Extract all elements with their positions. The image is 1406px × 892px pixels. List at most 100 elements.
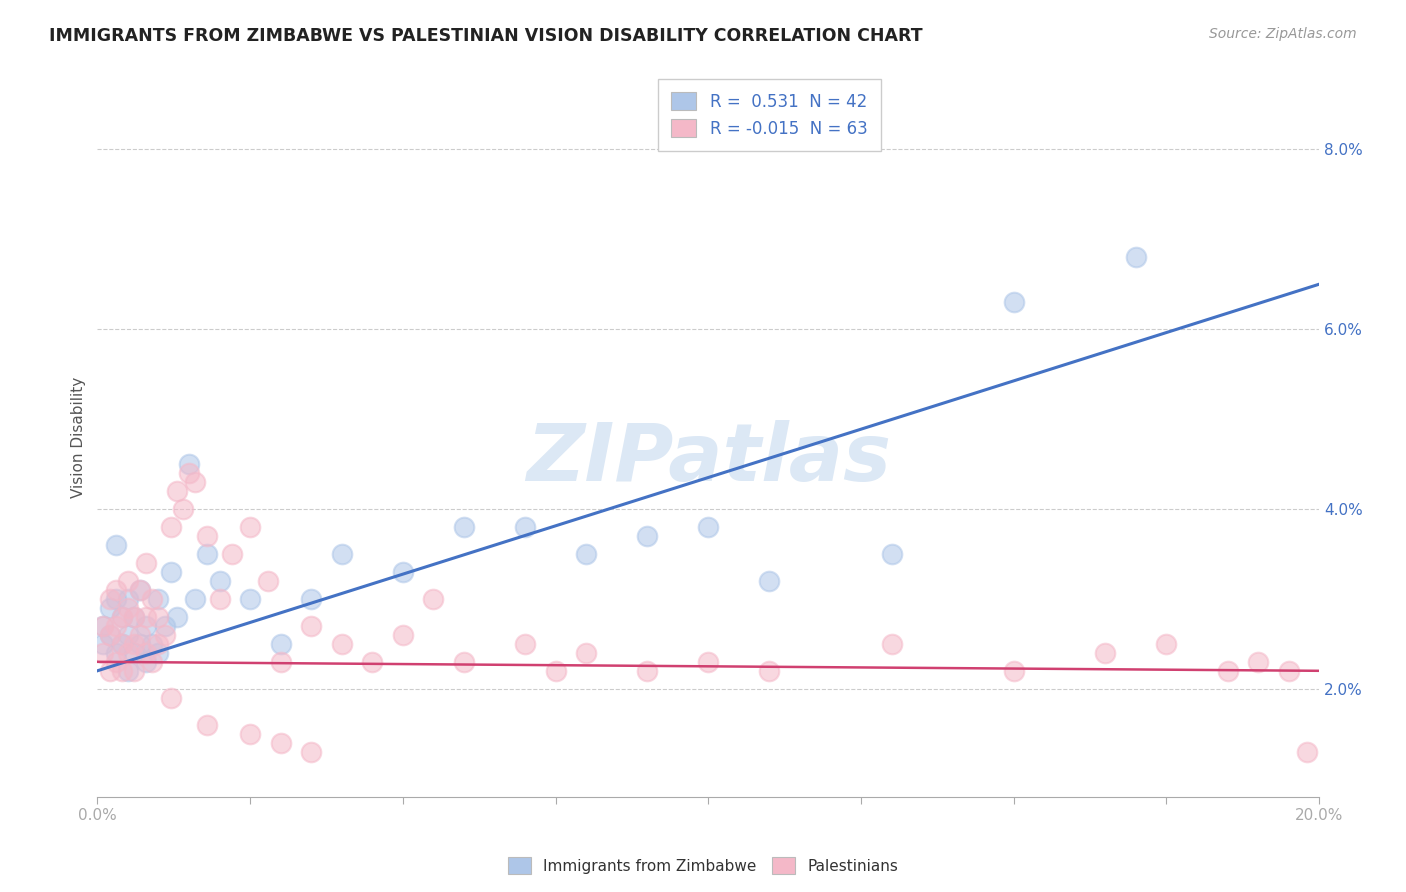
Point [361, 655, 384, 669]
Point [1002, 295, 1025, 310]
Point [98, 600, 121, 615]
Point [422, 591, 444, 606]
Point [153, 628, 176, 642]
Text: IMMIGRANTS FROM ZIMBABWE VS PALESTINIAN VISION DISABILITY CORRELATION CHART: IMMIGRANTS FROM ZIMBABWE VS PALESTINIAN … [49, 27, 922, 45]
Point [117, 664, 139, 678]
Point [330, 637, 353, 651]
Point [122, 637, 145, 651]
Point [104, 655, 127, 669]
Point [135, 556, 157, 570]
Point [135, 646, 157, 660]
Point [122, 664, 145, 678]
Point [104, 619, 127, 633]
Point [1296, 745, 1319, 759]
Point [221, 547, 243, 561]
Point [104, 538, 127, 552]
Point [208, 574, 231, 588]
Point [391, 628, 413, 642]
Point [122, 610, 145, 624]
Point [195, 547, 218, 561]
Point [636, 529, 658, 543]
Legend: Immigrants from Zimbabwe, Palestinians: Immigrants from Zimbabwe, Palestinians [502, 851, 904, 880]
Point [270, 655, 292, 669]
Point [177, 466, 200, 480]
Point [135, 655, 157, 669]
Point [93, 619, 115, 633]
Point [129, 637, 152, 651]
Point [93, 637, 115, 651]
Point [1247, 655, 1270, 669]
Point [117, 600, 139, 615]
Legend: R =  0.531  N = 42, R = -0.015  N = 63: R = 0.531 N = 42, R = -0.015 N = 63 [658, 78, 880, 151]
Point [391, 565, 413, 579]
Point [239, 727, 262, 741]
Point [141, 637, 163, 651]
Point [1002, 664, 1025, 678]
Point [1125, 250, 1147, 264]
Point [135, 619, 157, 633]
Text: ZIPatlas: ZIPatlas [526, 419, 891, 498]
Point [111, 637, 134, 651]
Point [98, 628, 121, 642]
Point [141, 655, 163, 669]
Point [111, 664, 134, 678]
Point [270, 736, 292, 750]
Point [111, 610, 134, 624]
Point [117, 574, 139, 588]
Point [330, 547, 353, 561]
Point [93, 646, 115, 660]
Point [575, 646, 598, 660]
Point [195, 718, 218, 732]
Point [117, 591, 139, 606]
Point [148, 646, 170, 660]
Point [122, 610, 145, 624]
Point [513, 520, 536, 534]
Point [153, 619, 176, 633]
Point [270, 637, 292, 651]
Point [117, 646, 139, 660]
Point [129, 628, 152, 642]
Point [513, 637, 536, 651]
Point [177, 457, 200, 471]
Point [98, 628, 121, 642]
Point [98, 591, 121, 606]
Point [239, 591, 262, 606]
Point [257, 574, 280, 588]
Point [122, 646, 145, 660]
Point [184, 591, 207, 606]
Point [104, 582, 127, 597]
Point [299, 745, 322, 759]
Point [575, 547, 598, 561]
Text: Source: ZipAtlas.com: Source: ZipAtlas.com [1209, 27, 1357, 41]
Point [758, 574, 780, 588]
Point [98, 664, 121, 678]
Point [880, 547, 903, 561]
Point [697, 655, 720, 669]
Point [111, 637, 134, 651]
Point [104, 646, 127, 660]
Point [1156, 637, 1178, 651]
Point [453, 520, 475, 534]
Y-axis label: Vision Disability: Vision Disability [72, 376, 86, 498]
Point [159, 690, 181, 705]
Point [299, 619, 322, 633]
Point [159, 520, 181, 534]
Point [117, 628, 139, 642]
Point [1216, 664, 1239, 678]
Point [129, 582, 152, 597]
Point [880, 637, 903, 651]
Point [758, 664, 780, 678]
Point [111, 610, 134, 624]
Point [195, 529, 218, 543]
Point [166, 483, 188, 498]
Point [129, 582, 152, 597]
Point [299, 591, 322, 606]
Point [104, 591, 127, 606]
Point [166, 610, 188, 624]
Point [453, 655, 475, 669]
Point [148, 591, 170, 606]
Point [148, 637, 170, 651]
Point [93, 619, 115, 633]
Point [239, 520, 262, 534]
Point [172, 502, 194, 516]
